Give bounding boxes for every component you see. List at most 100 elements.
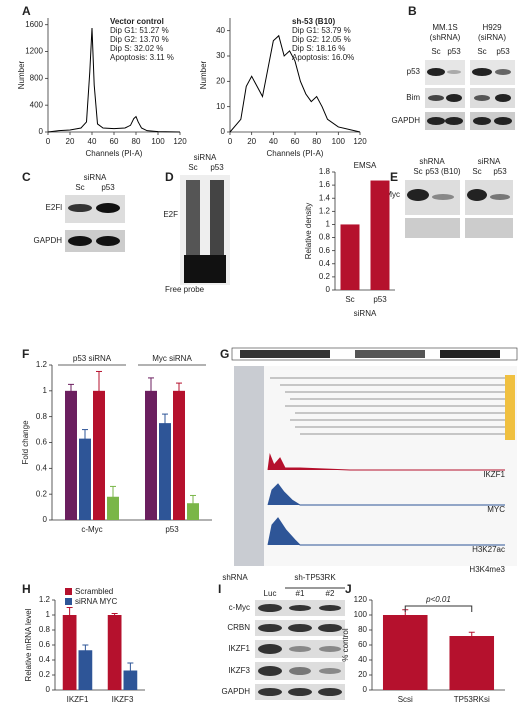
annotation: Myc siRNA [152,354,192,363]
track-label: MYC [487,505,505,514]
blot-label: MM.1S [432,23,457,32]
y-tick-label: 0.6 [319,246,331,255]
bar [107,496,119,520]
y-tick-label: 10 [216,102,225,111]
track-label: IKZF1 [483,470,505,479]
blot-art [65,60,518,700]
y-tick-label: 0 [43,515,48,524]
y-tick-label: 40 [216,26,225,35]
y-tick-label: 1.8 [319,167,331,176]
y-tick-label: 1 [43,386,48,395]
y-axis-label: Number [199,60,208,89]
panel-label: A [22,4,31,18]
panel-label: D [165,170,174,184]
x-tick-label: IKZF3 [112,695,134,704]
x-tick-label: 80 [312,137,321,146]
panel-label: C [22,170,31,184]
y-tick-label: 0.2 [319,272,331,281]
bar [123,670,138,690]
bar [159,423,171,520]
bar [107,615,122,690]
x-axis-label: Channels (PI-A) [267,149,324,158]
y-tick-label: 20 [358,670,367,679]
annotation: sh-53 (B10) [292,17,335,26]
y-tick-label: 1.6 [319,180,331,189]
lane-label: #2 [326,589,335,598]
row-label: CRBN [227,623,250,632]
x-tick-label: Scsi [398,695,413,704]
bar [187,503,199,520]
row-label: GAPDH [34,236,63,245]
y-tick-label: 0.4 [36,463,48,472]
y-tick-label: 0.6 [36,438,48,447]
row-label: c-Myc [229,603,250,612]
blot-label: (siRNA) [478,33,506,42]
y-axis-label: % control [341,628,350,662]
row-label: IKZF1 [228,644,250,653]
x-tick-label: 80 [132,137,141,146]
bar [65,390,77,520]
lane-label: p53 [101,183,115,192]
histogram-line [47,28,181,133]
panel-label: I [218,582,221,596]
panel-label: F [22,347,29,361]
y-tick-label: 400 [30,100,44,109]
bar [449,636,495,690]
x-tick-label: 40 [88,137,97,146]
y-tick-label: 0.8 [36,412,48,421]
annotation: Apoptosis: 3.11 % [110,53,174,62]
panel-label: E [390,170,398,184]
row-label: p53 [407,67,421,76]
row-label: E2F [163,210,178,219]
x-axis-label: siRNA [354,309,377,318]
significance-bracket [404,605,473,612]
y-axis-label: Relative density [304,203,313,259]
x-tick-label: 100 [151,137,165,146]
lane-label: Sc [413,167,422,176]
y-tick-label: 0 [326,285,331,294]
y-tick-label: 1200 [25,47,43,56]
annotation: Dip S: 18.16 % [292,44,345,53]
annotation: Vector control [110,17,164,26]
legend-label: Scrambled [75,587,113,596]
x-tick-label: p53 [373,295,387,304]
y-tick-label: 1.2 [39,595,51,604]
blot-label: siRNA [478,157,501,166]
lane-label: Sc [472,167,481,176]
y-tick-label: 80 [358,625,367,634]
x-tick-label: Sc [345,295,354,304]
y-tick-label: 1.2 [319,206,331,215]
y-tick-label: 1600 [25,20,43,29]
y-tick-label: 120 [354,595,368,604]
lane-label: Sc [188,163,197,172]
annotation: Dip S: 32.02 % [110,44,163,53]
x-tick-label: 0 [46,137,51,146]
legend-swatch [65,598,72,605]
x-tick-label: TP53RKsi [454,695,490,704]
y-tick-label: 60 [358,640,367,649]
blot-label: (shRNA) [430,33,461,42]
annotation: p53 siRNA [73,354,112,363]
bar [78,650,93,690]
y-tick-label: 1 [46,610,51,619]
panel-label: G [220,347,229,361]
y-tick-label: 1.2 [36,360,48,369]
x-tick-label: IKZF1 [67,695,89,704]
y-tick-label: 40 [358,655,367,664]
blot-label: H929 [482,23,502,32]
bar [370,180,390,290]
blot-label: shRNA [222,573,248,582]
row-label: IKZF3 [228,666,250,675]
annotation: p<0.01 [425,595,451,604]
bar [93,390,105,520]
panel-label: H [22,582,31,596]
y-tick-label: 0.4 [319,259,331,268]
lane-label: p53 [493,167,507,176]
blot-label: sh-TP53RK [294,573,336,582]
y-tick-label: 0 [363,685,368,694]
blot-label: shRNA [419,157,445,166]
y-tick-label: 800 [30,73,44,82]
y-tick-label: 1 [326,220,331,229]
lane-label: Sc [75,183,84,192]
panel-label: J [345,582,352,596]
